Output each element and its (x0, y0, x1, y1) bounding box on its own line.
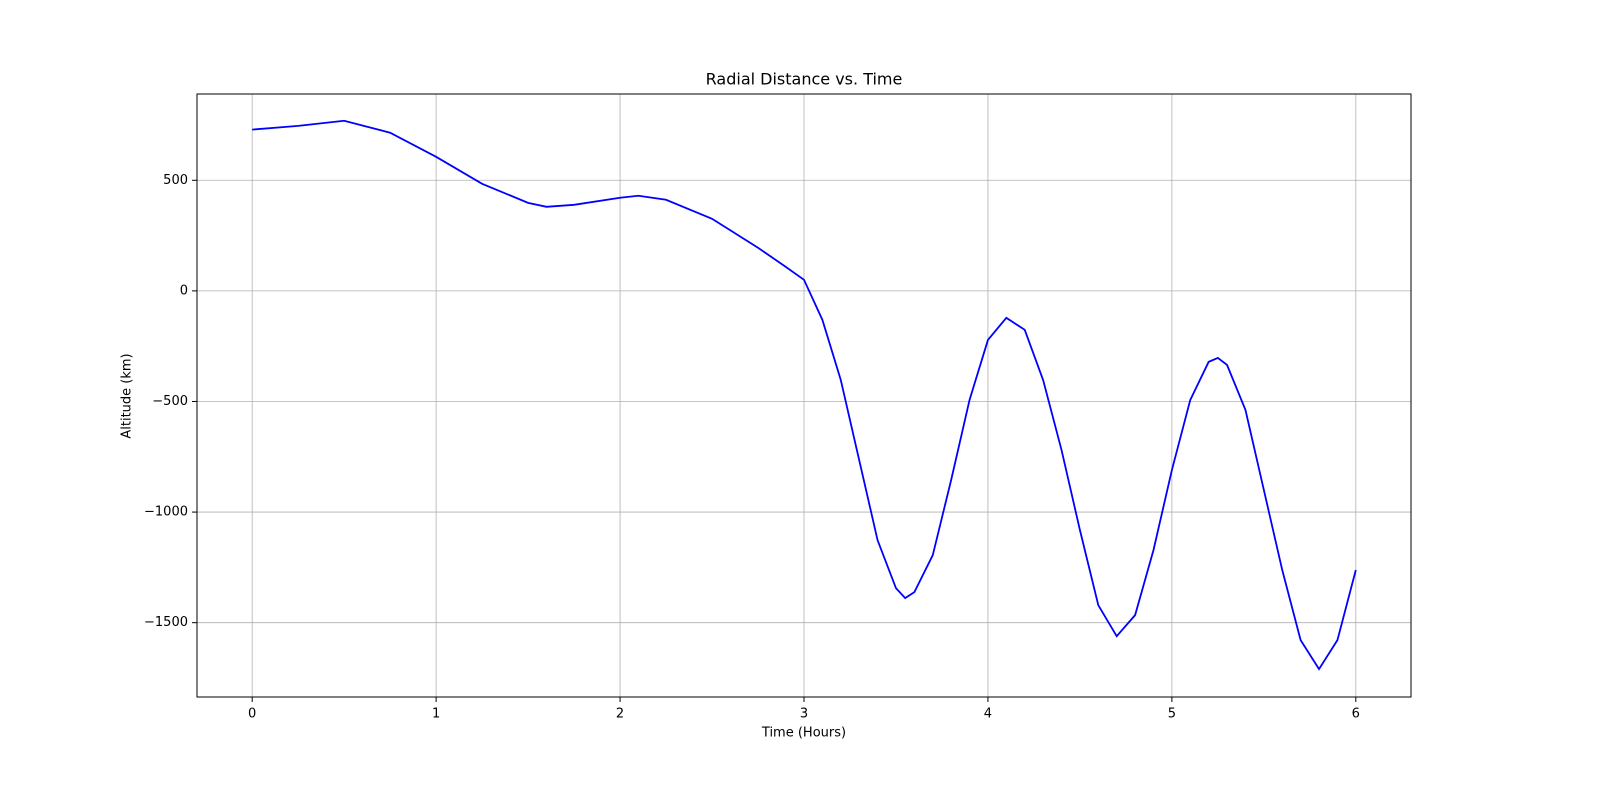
y-tick-label: −500 (152, 394, 188, 409)
x-tick-label: 0 (248, 707, 256, 722)
plot-frame (196, 93, 1412, 698)
y-tick-label: 0 (180, 283, 188, 298)
y-tick-label: −1500 (144, 615, 188, 630)
x-tick-label: 4 (984, 707, 992, 722)
data-line (252, 119, 1357, 671)
y-axis-label: Altitude (km) (120, 353, 135, 438)
y-tick-label: 500 (163, 173, 188, 188)
chart-title: Radial Distance vs. Time (706, 70, 903, 89)
x-tick-label: 6 (1352, 707, 1360, 722)
x-tick-label: 3 (800, 707, 808, 722)
x-tick-label: 2 (616, 707, 624, 722)
x-axis-label: Time (Hours) (761, 726, 846, 741)
y-tick-label: −1000 (144, 505, 188, 520)
x-tick-label: 1 (432, 707, 440, 722)
x-tick-label: 5 (1168, 707, 1176, 722)
